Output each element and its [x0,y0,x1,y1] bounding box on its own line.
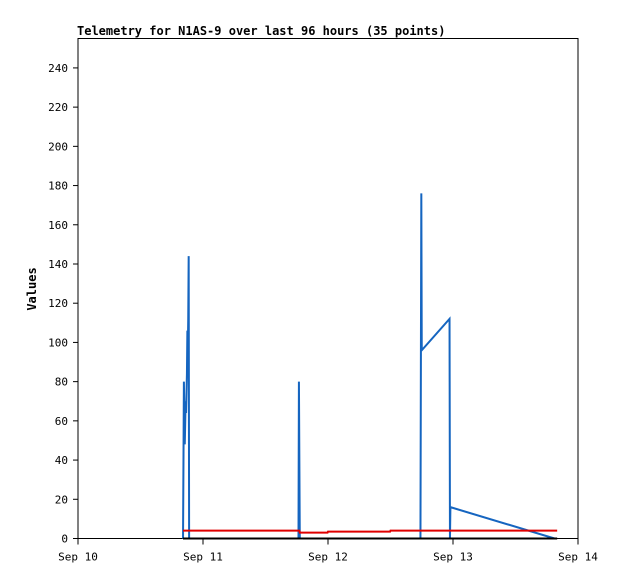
y-tick-label: 40 [55,454,68,467]
y-axis: 0 20 40 60 80 100 120 140 160 180 200 220 240 [48,62,78,546]
y-tick-label: 180 [48,180,68,193]
y-tick-label: 220 [48,101,68,114]
y-tick-label: 0 [61,533,68,546]
y-tick-label: 100 [48,336,68,349]
x-tick-label: Sep 12 [308,551,348,564]
plot-frame [77,38,579,539]
x-tick-label: Sep 14 [558,551,598,564]
series-line-1 [182,193,555,540]
x-tick-label: Sep 13 [433,551,473,564]
y-tick-label: 60 [55,415,68,428]
y-tick-label: 240 [48,62,68,75]
y-axis-label: Values [25,267,39,310]
series-layer [182,193,558,540]
x-axis: Sep 10 Sep 11 Sep 12 Sep 13 Sep 14 [58,538,598,564]
y-tick-label: 200 [48,140,68,153]
y-tick-label: 80 [55,376,68,389]
y-tick-label: 140 [48,258,68,271]
x-tick-label: Sep 10 [58,551,98,564]
y-tick-label: 120 [48,297,68,310]
y-tick-label: 20 [55,493,68,506]
x-tick-label: Sep 11 [183,551,223,564]
series-line-2 [183,529,558,534]
y-tick-label: 160 [48,219,68,232]
chart-title: Telemetry for N1AS-9 over last 96 hours … [77,24,445,38]
